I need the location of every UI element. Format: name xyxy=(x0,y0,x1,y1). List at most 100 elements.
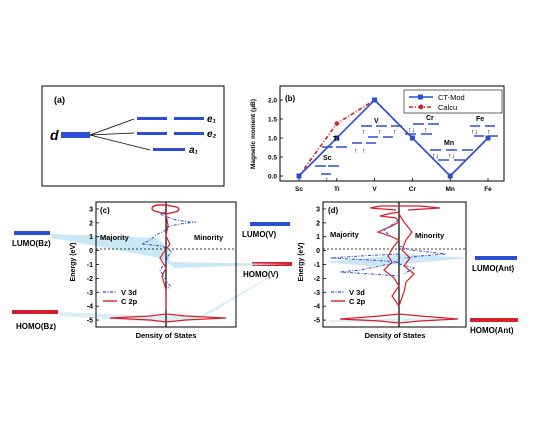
split-line-e2 xyxy=(89,132,135,136)
panel-d-ylabel: Energy (eV) xyxy=(298,243,305,282)
hybridization-band-d xyxy=(323,254,470,266)
legend-calcu-label: Calcu xyxy=(438,103,457,112)
annot-sc: Sc xyxy=(323,155,332,162)
y-tick-label: -5 xyxy=(314,318,320,325)
y-tick-label: 2.0 xyxy=(268,98,277,105)
panel-a: (a) d e₁ e₂ a₁ xyxy=(41,85,225,187)
panel-c-tag: (c) xyxy=(100,206,110,215)
panel-b-y-ticks: 0.0 0.5 1.0 1.5 2.0 xyxy=(268,98,283,181)
panel-d-c2p-bottom-peak xyxy=(339,313,459,324)
y-tick-label: 0.0 xyxy=(268,174,277,181)
homo-bz-label: HOMO(Bz) xyxy=(16,322,56,331)
y-tick-label: 2 xyxy=(316,220,320,227)
svg-text:↑: ↑ xyxy=(325,177,329,184)
y-tick-label: 0 xyxy=(89,248,93,255)
e1-label: e₁ xyxy=(207,114,217,125)
series-ctmod-line xyxy=(298,98,489,178)
y-tick-label: -3 xyxy=(87,290,93,297)
svg-text:↑↓: ↑↓ xyxy=(432,153,439,160)
y-tick-label: -2 xyxy=(87,276,93,283)
series-ctmod-point xyxy=(296,173,302,179)
panel-c-y-ticks: 3 2 1 0 -1 -2 -3 -4 -5 xyxy=(87,206,99,325)
panel-d-majority: Majority xyxy=(330,230,360,239)
y-tick-label: 3 xyxy=(316,206,320,213)
d-orbital-label: d xyxy=(50,127,59,143)
panel-d-legend-c2p: C 2p xyxy=(349,297,366,306)
y-tick-label: -1 xyxy=(87,262,93,269)
panel-d: (d) Energy (eV) Density of States Majori… xyxy=(298,201,467,340)
lumo-bz-label: LUMO(Bz) xyxy=(12,239,51,248)
orbital-ti-diagram: ↑ ↑ xyxy=(322,142,376,155)
legend-ctmod-label: CT-Mod xyxy=(438,93,465,102)
a1-level xyxy=(153,148,185,151)
x-tick-label: Ti xyxy=(334,186,340,193)
series-ctmod-point xyxy=(485,135,491,141)
panel-c-majority: Majority xyxy=(100,233,130,242)
series-ctmod-point xyxy=(334,135,340,141)
annot-v: V xyxy=(374,118,379,125)
x-tick-label: Sc xyxy=(295,186,303,193)
panel-c-c2p-top xyxy=(151,204,180,215)
panel-d-xlabel: Density of States xyxy=(365,331,426,340)
panel-c-ylabel: Energy (eV) xyxy=(70,243,77,282)
svg-text:↑: ↑ xyxy=(424,127,428,134)
hybridization-band-c-lower xyxy=(58,264,292,322)
split-line-e1 xyxy=(89,118,135,136)
panel-a-tag: (a) xyxy=(54,95,65,105)
y-tick-label: 0 xyxy=(316,248,320,255)
y-tick-label: -3 xyxy=(314,290,320,297)
y-tick-label: 1.0 xyxy=(268,136,277,143)
y-tick-label: 0.5 xyxy=(268,155,277,162)
y-tick-label: -4 xyxy=(87,304,93,311)
panel-c-c2p-curve xyxy=(159,214,171,310)
split-line-a1 xyxy=(89,134,151,151)
panel-d-c2p-majority xyxy=(369,205,400,307)
x-tick-label: V xyxy=(372,186,377,193)
svg-text:↑↓: ↑↓ xyxy=(448,153,455,160)
svg-text:↑↓: ↑↓ xyxy=(471,129,478,136)
homo-ant-label: HOMO(Ant) xyxy=(470,326,514,335)
annot-ti: Ti xyxy=(333,136,339,143)
series-ctmod-point xyxy=(409,135,415,141)
series-ctmod-point xyxy=(372,97,378,103)
series-calcu-point xyxy=(334,121,340,126)
homo-ant-bar xyxy=(470,318,518,322)
series-ctmod-point xyxy=(447,173,453,179)
lumo-bz-bar xyxy=(14,231,50,235)
annot-cr: Cr xyxy=(426,115,434,122)
svg-text:↑: ↑ xyxy=(354,148,358,155)
a1-label: a₁ xyxy=(189,145,199,156)
y-tick-label: -5 xyxy=(87,318,93,325)
e2-label: e₂ xyxy=(207,129,217,140)
panel-c-minority: Minority xyxy=(194,233,224,242)
e2-level-right xyxy=(174,132,204,135)
panel-d-frame xyxy=(322,201,467,328)
panel-d-v3d-curve xyxy=(329,219,447,277)
panel-b-tag: (b) xyxy=(285,94,296,103)
legend-calcu-marker xyxy=(418,104,424,110)
annot-mn: Mn xyxy=(444,140,454,147)
panel-c-legend-v3d: V 3d xyxy=(121,288,137,297)
orbital-cr-diagram: ↑↓ ↑ xyxy=(405,123,439,135)
d-level-bar xyxy=(61,132,90,138)
svg-text:↑: ↑ xyxy=(393,129,397,136)
panel-d-tag: (d) xyxy=(328,206,339,215)
hybridization-band-d-lower xyxy=(330,318,460,322)
lumo-v-bar xyxy=(250,222,290,226)
panel-b-series xyxy=(296,97,491,179)
svg-text:↑: ↑ xyxy=(362,148,366,155)
y-tick-label: 2 xyxy=(89,220,93,227)
lumo-ant-bar xyxy=(475,256,517,260)
orbital-sc-diagram: ↑ xyxy=(315,165,339,184)
y-tick-label: 1 xyxy=(89,234,93,241)
panel-d-c2p-minority xyxy=(398,205,441,307)
y-tick-label: 3 xyxy=(89,206,93,213)
hybridization-band-c xyxy=(50,234,290,268)
e1-level-left xyxy=(137,117,167,120)
orbital-mn-diagram: ↑↓ ↑↓ xyxy=(430,149,473,161)
e1-level-right xyxy=(174,117,204,120)
panel-c-legend-c2p: C 2p xyxy=(121,297,138,306)
panel-d-legend-v3d: V 3d xyxy=(349,288,365,297)
y-tick-label: -1 xyxy=(314,262,320,269)
